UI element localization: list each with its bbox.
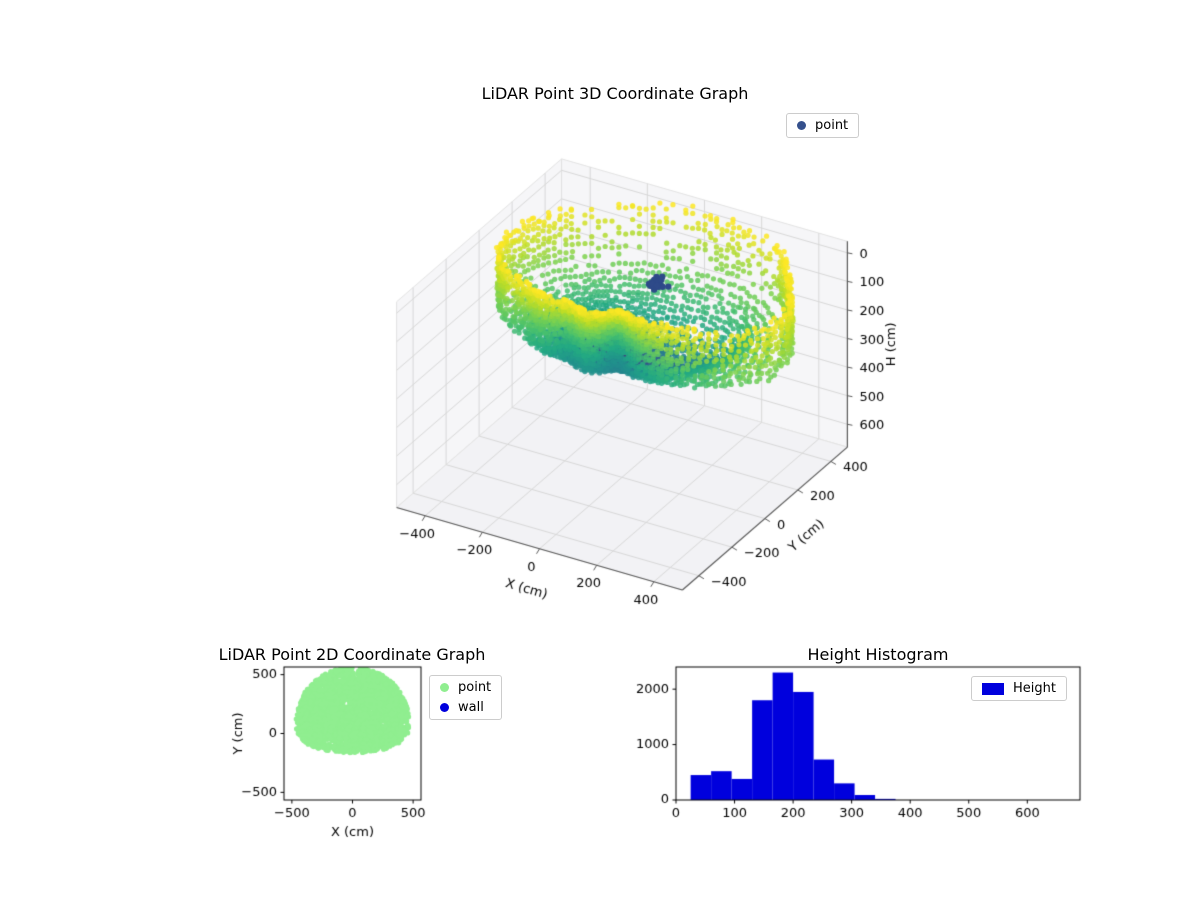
- point-marker-icon: [797, 121, 806, 130]
- legend-label-point-3d: point: [815, 118, 849, 133]
- legend-item-point-3d: point: [797, 118, 848, 133]
- plot3d-title: LiDAR Point 3D Coordinate Graph: [481, 84, 749, 103]
- legend-item-height: Height: [982, 681, 1056, 696]
- legend-item-point-2d: point: [440, 680, 491, 695]
- legend-label-height: Height: [1013, 681, 1056, 696]
- plot2d-title: LiDAR Point 2D Coordinate Graph: [218, 645, 486, 664]
- hist-title: Height Histogram: [807, 645, 949, 664]
- wall-marker-icon: [440, 703, 449, 712]
- legend-item-wall-2d: wall: [440, 700, 491, 715]
- hist-legend: Height: [971, 676, 1067, 701]
- legend-label-point-2d: point: [458, 680, 492, 695]
- plot2d-legend: point wall: [429, 675, 503, 720]
- legend-label-wall-2d: wall: [458, 700, 484, 715]
- height-patch-icon: [982, 682, 1004, 695]
- point-marker-icon: [440, 683, 449, 692]
- plot3d-legend: point: [786, 113, 860, 138]
